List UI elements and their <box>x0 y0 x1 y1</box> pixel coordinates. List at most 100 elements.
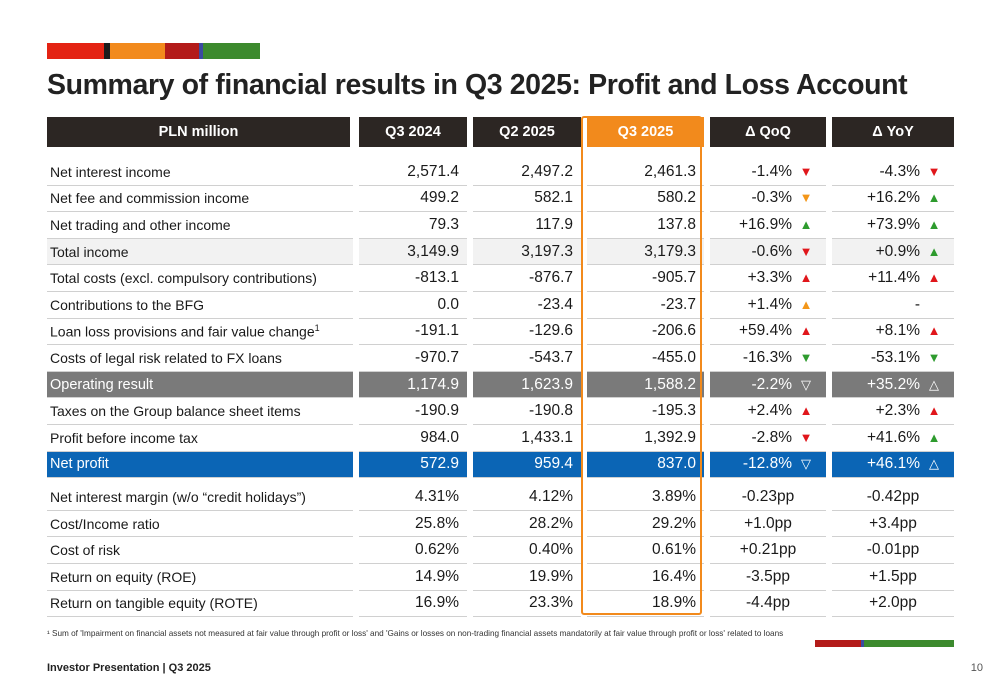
arrow-up-icon: △ <box>929 456 939 472</box>
footnote: ¹ Sum of 'Impairment on financial assets… <box>47 629 784 638</box>
cell-q3-2025: 3,179.3 <box>587 238 704 266</box>
ratio-label: Return on equity (ROE) <box>47 564 353 591</box>
cell-yoy: - <box>832 292 954 319</box>
bar-segment-blue <box>199 43 203 59</box>
cell-q3-2024: -813.1 <box>359 265 467 292</box>
cell-yoy: +8.1% ▲ <box>832 319 954 346</box>
ratio-row: Cost/Income ratio 25.8% 28.2% 29.2% +1.0pp +3… <box>47 510 954 538</box>
arrow-down-icon: ▼ <box>927 163 941 179</box>
cell-qoq: -1.4% ▼ <box>710 159 826 186</box>
row-label-text: Loan loss provisions and fair value chan… <box>50 323 315 340</box>
arrow-down-icon: ▼ <box>799 190 813 206</box>
cell-yoy-value: +46.1% <box>866 455 920 473</box>
cell-yoy-value: +73.9% <box>866 215 920 233</box>
row-label-text: Net profit <box>50 456 109 473</box>
arrow-up-icon: ▲ <box>927 216 941 232</box>
cell-q3-2025: 16.4% <box>587 564 704 591</box>
cell-q3-2024: -970.7 <box>359 345 467 372</box>
cell-q3-2025: 137.8 <box>587 212 704 239</box>
arrow-down-icon: ▼ <box>799 243 813 259</box>
table-row: Loan loss provisions and fair value chan… <box>47 318 954 346</box>
arrow-up-icon: ▲ <box>799 270 813 286</box>
cell-q3-2025: -206.6 <box>587 319 704 346</box>
cell-yoy-value: -53.1% <box>870 348 920 366</box>
cell-q2-2025: 582.1 <box>473 186 581 213</box>
cell-qoq: +3.3% ▲ <box>710 265 826 292</box>
row-label: Net fee and commission income <box>47 186 353 213</box>
row-label-text: Total income <box>50 243 129 260</box>
cell-yoy: +11.4% ▲ <box>832 265 954 292</box>
cell-qoq: +2.4% ▲ <box>710 398 826 425</box>
cell-yoy: +2.3% ▲ <box>832 398 954 425</box>
cell-q3-2025: -23.7 <box>587 292 704 319</box>
row-label-text: Contributions to the BFG <box>50 296 205 313</box>
arrow-up-icon: ▲ <box>927 323 941 339</box>
row-label: Net trading and other income <box>47 212 353 239</box>
cell-qoq: +1.4% ▲ <box>710 292 826 319</box>
table-row: Operating result 1,174.9 1,623.9 1,588.2 -2.… <box>47 371 954 399</box>
bottom-color-bar <box>815 640 954 647</box>
row-label: Total costs (excl. compulsory contributi… <box>47 265 353 292</box>
cell-qoq-value: -0.6% <box>751 242 793 260</box>
cell-q3-2025: 580.2 <box>587 186 704 213</box>
results-table: PLN million Q3 2024 Q2 2025 Q3 2025 Δ Qo… <box>47 117 954 618</box>
arrow-up-icon: ▲ <box>799 403 813 419</box>
cell-q2-2025: -543.7 <box>473 345 581 372</box>
table-row: Costs of legal risk related to FX loans -… <box>47 345 954 372</box>
cell-q3-2025: 837.0 <box>587 451 704 479</box>
cell-q3-2025: -455.0 <box>587 345 704 372</box>
cell-q2-2025: 4.12% <box>473 484 581 511</box>
table-row: Net trading and other income 79.3 117.9 137… <box>47 212 954 239</box>
cell-yoy: -53.1% ▼ <box>832 345 954 372</box>
cell-q3-2024: 14.9% <box>359 564 467 591</box>
cell-q3-2025: 29.2% <box>587 511 704 538</box>
footnote-marker: 1 <box>314 323 320 334</box>
header-qoq: Δ QoQ <box>710 117 826 147</box>
row-label-text: Profit before income tax <box>50 429 198 446</box>
cell-q3-2024: 25.8% <box>359 511 467 538</box>
cell-q3-2025: 1,392.9 <box>587 425 704 452</box>
cell-yoy: -0.01pp <box>832 537 954 564</box>
row-label: Loan loss provisions and fair value chan… <box>47 319 353 346</box>
arrow-down-icon: ▼ <box>799 349 813 365</box>
table-header-row: PLN million Q3 2024 Q2 2025 Q3 2025 Δ Qo… <box>47 117 954 147</box>
row-label: Profit before income tax <box>47 425 353 452</box>
arrow-up-icon: ▲ <box>799 296 813 312</box>
page-number: 10 <box>970 662 983 674</box>
bar-segment-black <box>104 43 110 59</box>
bar-segment-darkred <box>815 640 861 647</box>
bar-segment-blue <box>861 640 864 647</box>
cell-q3-2024: 4.31% <box>359 484 467 511</box>
cell-q2-2025: 19.9% <box>473 564 581 591</box>
table-row: Profit before income tax 984.0 1,433.1 1,39… <box>47 424 954 452</box>
cell-yoy: +73.9% ▲ <box>832 212 954 239</box>
bar-segment-darkred <box>165 43 199 59</box>
ratio-label: Cost/Income ratio <box>47 511 353 538</box>
row-label-text: Operating result <box>50 376 154 393</box>
cell-q2-2025: 1,623.9 <box>473 371 581 399</box>
cell-qoq-value: -1.4% <box>751 162 793 180</box>
cell-yoy-value: - <box>914 295 920 313</box>
cell-qoq: -12.8% ▽ <box>710 451 826 479</box>
header-yoy: Δ YoY <box>832 117 954 147</box>
header-q2-2025: Q2 2025 <box>473 117 581 147</box>
cell-q3-2024: 572.9 <box>359 451 467 479</box>
cell-q2-2025: -876.7 <box>473 265 581 292</box>
cell-yoy-value: +8.1% <box>875 322 920 340</box>
cell-qoq: +16.9% ▲ <box>710 212 826 239</box>
cell-yoy-value: +2.3% <box>875 402 920 420</box>
cell-q2-2025: 117.9 <box>473 212 581 239</box>
cell-yoy: +35.2% △ <box>832 371 954 399</box>
cell-q3-2024: 2,571.4 <box>359 159 467 186</box>
cell-q2-2025: -129.6 <box>473 319 581 346</box>
bar-segment-green <box>203 43 260 59</box>
arrow-down-icon: ▽ <box>801 456 811 472</box>
cell-q2-2025: -190.8 <box>473 398 581 425</box>
cell-qoq-value: +16.9% <box>738 215 792 233</box>
cell-yoy-value: -4.3% <box>879 162 921 180</box>
cell-q2-2025: 0.40% <box>473 537 581 564</box>
cell-qoq: +1.0pp <box>710 511 826 538</box>
cell-qoq: -3.5pp <box>710 564 826 591</box>
cell-q3-2025: 0.61% <box>587 537 704 564</box>
ratio-label: Net interest margin (w/o “credit holiday… <box>47 484 353 511</box>
